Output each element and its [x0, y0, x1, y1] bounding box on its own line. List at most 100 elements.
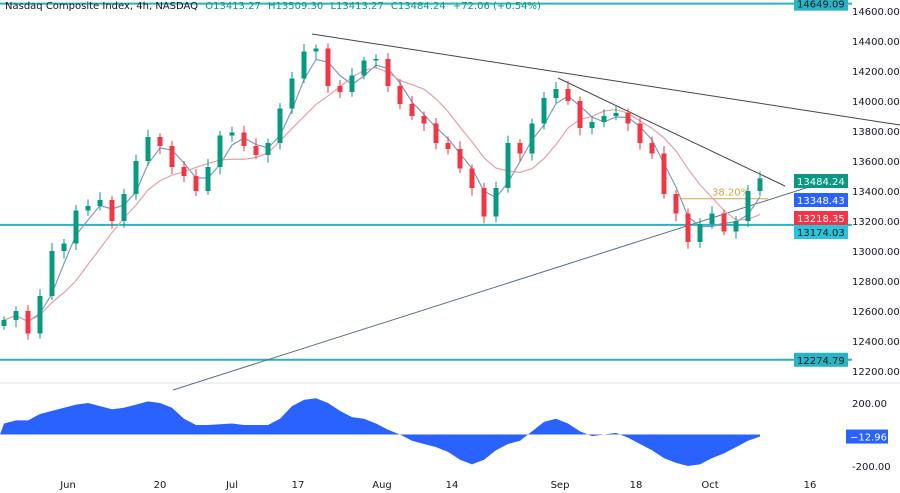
candle-body: [517, 143, 523, 154]
candle-body: [61, 243, 67, 251]
candle-body: [709, 213, 715, 224]
candle-body: [193, 176, 199, 191]
open-value: O13413.27: [205, 1, 261, 12]
candle-body: [373, 59, 379, 61]
candle-body: [601, 116, 607, 122]
price-tick-label: 13400.00: [852, 187, 900, 198]
candle-body: [649, 143, 655, 154]
candle-body: [733, 221, 739, 232]
candle-body: [313, 48, 319, 52]
price-badge-label: 13484.24: [797, 177, 845, 188]
oscillator-tick-label: 200.00: [852, 399, 887, 410]
price-tick-label: 14200.00: [852, 67, 900, 78]
price-tick-label: 12600.00: [852, 307, 900, 318]
candle-body: [685, 213, 691, 242]
candle-body: [97, 200, 103, 206]
time-tick-label: Aug: [372, 480, 392, 491]
candle-body: [277, 108, 283, 143]
candle-body: [433, 123, 439, 143]
candle-body: [229, 132, 235, 136]
slow-moving-average: [3, 66, 761, 323]
price-badge: [794, 174, 848, 188]
price-badge: [794, 225, 848, 239]
candle-body: [697, 224, 703, 242]
candle-body: [49, 251, 55, 296]
time-tick-label: 18: [630, 480, 643, 491]
price-tick-label: 12200.00: [852, 367, 900, 378]
time-tick-label: 20: [154, 480, 167, 491]
candle-body: [385, 59, 391, 86]
price-tick-label: 12400.00: [852, 337, 900, 348]
price-tick-label: 13800.00: [852, 127, 900, 138]
time-tick-label: 14: [446, 480, 459, 491]
candle-body: [301, 51, 307, 79]
symbol-legend: Nasdaq Composite Index, 4h, NASDAQ O1341…: [5, 1, 541, 12]
level-price-badge: [794, 0, 848, 11]
candle-body: [721, 213, 727, 232]
candle-body: [73, 210, 79, 244]
time-tick-label: Oct: [701, 480, 718, 491]
price-tick-label: 13000.00: [852, 247, 900, 258]
candle-body: [241, 132, 247, 146]
candle-body: [37, 296, 43, 334]
candle-body: [205, 167, 211, 191]
candle-body: [133, 161, 139, 194]
ascending-trendline: [172, 185, 813, 391]
candle-body: [493, 188, 499, 217]
oscillator-value-label: −12.96: [850, 433, 887, 444]
candle-body: [637, 123, 643, 143]
candle-body: [337, 86, 343, 92]
level-price-label: 12274.79: [797, 356, 845, 367]
price-badge-label: 13348.43: [797, 196, 845, 207]
candle-body: [445, 143, 451, 149]
high-value: H13509.30: [268, 1, 324, 12]
price-tick-label: 13200.00: [852, 217, 900, 228]
candle-body: [673, 194, 679, 214]
candle-body: [613, 113, 619, 116]
candle-body: [217, 135, 223, 167]
candle-body: [397, 86, 403, 104]
candle-body: [409, 104, 415, 116]
fast-moving-average: [3, 58, 761, 323]
candle-body: [253, 146, 259, 155]
time-tick-label: Jun: [59, 480, 76, 491]
price-tick-label: 12800.00: [852, 277, 900, 288]
time-tick-label: 16: [804, 480, 817, 491]
time-tick-label: Jul: [225, 480, 238, 491]
candle-body: [361, 60, 367, 76]
candle-body: [469, 168, 475, 188]
close-value: C13484.24: [390, 1, 446, 12]
candle-body: [421, 116, 427, 124]
candle-body: [109, 200, 115, 221]
candle-body: [505, 143, 511, 188]
price-tick-label: 14000.00: [852, 97, 900, 108]
descending-trendline-major: [311, 33, 900, 126]
symbol-title: Nasdaq Composite Index, 4h, NASDAQ: [5, 1, 199, 12]
candle-body: [145, 137, 151, 161]
time-tick-label: 17: [292, 480, 305, 491]
candle-body: [481, 188, 487, 217]
candle-body: [349, 75, 355, 92]
price-badge: [794, 211, 848, 225]
candle-body: [169, 146, 175, 167]
price-tick-label: 14600.00: [852, 7, 900, 18]
candle-body: [541, 98, 547, 124]
candle-body: [85, 206, 91, 211]
price-badge: [794, 193, 848, 207]
candle-body: [1, 320, 7, 326]
price-badge-label: 13174.03: [797, 228, 845, 239]
candle-body: [121, 194, 127, 221]
price-tick-label: 14400.00: [852, 37, 900, 48]
change-value: +72.06 (+0.54%): [452, 1, 541, 12]
candle-body: [589, 122, 595, 128]
candle-body: [661, 153, 667, 194]
candle-body: [757, 178, 763, 191]
candle-body: [13, 311, 19, 320]
candle-body: [157, 137, 163, 146]
oscillator-area: [0, 398, 760, 466]
candle-body: [265, 143, 271, 155]
candle-body: [745, 191, 751, 221]
candle-body: [25, 311, 31, 334]
candle-body: [181, 167, 187, 176]
